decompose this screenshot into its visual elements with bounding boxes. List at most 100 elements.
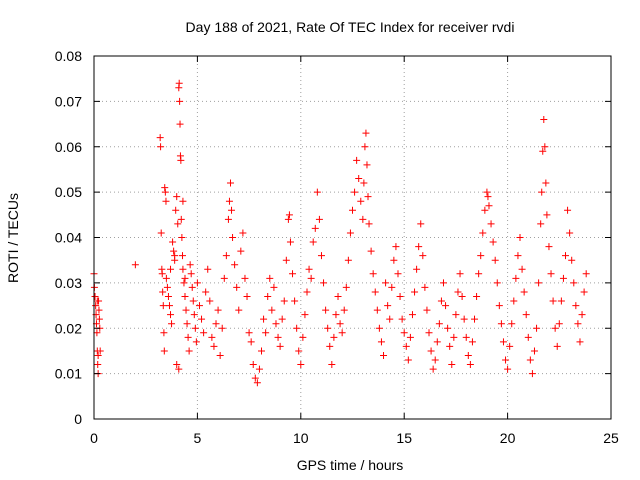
data-point — [245, 329, 253, 337]
data-point — [160, 347, 168, 355]
data-point — [214, 306, 222, 314]
data-point — [303, 288, 311, 296]
data-point — [216, 351, 224, 359]
data-point — [439, 279, 447, 287]
data-point — [93, 329, 101, 337]
data-point — [180, 279, 188, 287]
data-point — [158, 270, 166, 278]
data-point — [444, 324, 452, 332]
data-point — [452, 311, 460, 319]
data-point — [396, 292, 404, 300]
data-point — [249, 361, 257, 369]
data-point — [353, 156, 361, 164]
x-tick-label: 10 — [293, 430, 309, 446]
data-point — [528, 370, 536, 378]
data-point — [450, 333, 458, 341]
data-point — [167, 265, 175, 273]
data-point — [336, 320, 344, 328]
data-point — [190, 311, 198, 319]
data-point — [542, 179, 550, 187]
data-point — [159, 302, 167, 310]
data-point — [179, 197, 187, 205]
data-point — [229, 234, 237, 241]
data-point — [189, 297, 197, 305]
data-point — [174, 220, 182, 228]
data-point — [183, 320, 191, 328]
data-point — [462, 333, 470, 341]
data-point — [477, 252, 485, 260]
data-point — [512, 274, 520, 282]
data-point — [425, 329, 433, 337]
data-point — [580, 288, 588, 296]
data-point — [493, 279, 501, 287]
y-tick-label: 0.02 — [55, 320, 82, 336]
data-point — [156, 134, 164, 142]
data-point — [551, 324, 559, 332]
data-point — [233, 283, 241, 291]
data-point — [508, 320, 516, 328]
data-point — [175, 365, 183, 373]
data-point — [160, 329, 168, 337]
data-point — [359, 215, 367, 223]
data-point — [311, 224, 319, 232]
data-point — [568, 256, 576, 264]
data-point — [553, 342, 561, 350]
data-point — [179, 252, 187, 260]
data-point — [237, 247, 245, 255]
data-point — [285, 211, 293, 219]
data-point — [239, 229, 247, 237]
x-tick-label: 20 — [500, 430, 516, 446]
data-point — [187, 270, 195, 278]
data-point — [179, 265, 187, 273]
data-point — [177, 156, 185, 164]
data-point — [176, 97, 184, 105]
data-point — [402, 342, 410, 350]
data-point — [502, 356, 510, 364]
data-point — [324, 324, 332, 332]
data-point — [578, 311, 586, 319]
data-point — [264, 292, 272, 300]
x-tick-label: 15 — [396, 430, 412, 446]
data-point — [330, 333, 338, 341]
data-point — [364, 193, 372, 201]
data-point — [313, 188, 321, 196]
data-point — [510, 297, 518, 305]
data-point — [161, 188, 169, 196]
data-point — [291, 297, 299, 305]
data-point — [371, 288, 379, 296]
data-point — [415, 243, 423, 251]
data-point — [363, 161, 371, 169]
data-point — [186, 261, 194, 269]
data-point — [487, 220, 495, 228]
data-point — [220, 274, 228, 282]
data-point — [295, 347, 303, 355]
y-tick-label: 0 — [74, 411, 82, 427]
axis-ticks — [93, 55, 612, 420]
data-point — [471, 315, 479, 323]
data-point — [210, 342, 218, 350]
data-point — [317, 252, 325, 260]
data-point — [484, 193, 492, 201]
data-point — [355, 175, 363, 183]
data-point — [251, 374, 259, 382]
data-point — [413, 265, 421, 273]
data-point — [258, 347, 266, 355]
data-point — [522, 311, 530, 319]
data-point — [293, 324, 301, 332]
data-point — [526, 356, 534, 364]
data-point — [175, 79, 183, 87]
data-point — [545, 243, 553, 251]
data-point — [202, 288, 210, 296]
data-point — [161, 184, 169, 192]
data-point — [178, 234, 186, 241]
data-point — [270, 283, 278, 291]
data-point — [96, 347, 104, 355]
data-point — [167, 311, 175, 319]
data-point — [315, 215, 323, 223]
chart-title: Day 188 of 2021, Rate Of TEC Index for r… — [186, 19, 515, 35]
data-point — [448, 361, 456, 369]
x-tick-labels: 0 5 10 15 20 25 — [90, 430, 619, 446]
data-point — [524, 333, 532, 341]
y-tick-label: 0.08 — [55, 48, 82, 64]
data-point — [342, 283, 350, 291]
